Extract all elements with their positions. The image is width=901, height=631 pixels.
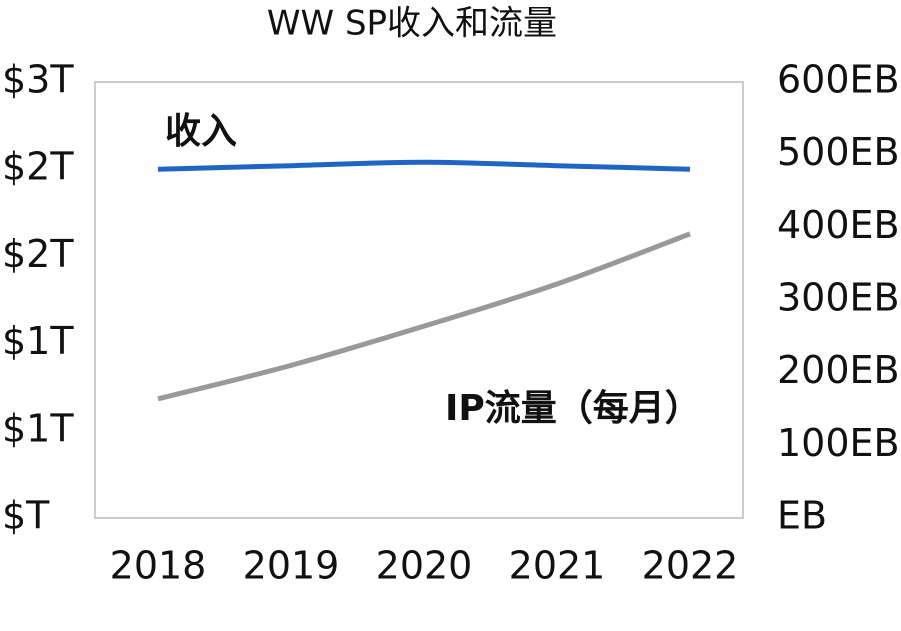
y-tick-label: $2T [2,232,74,276]
y2-tick-label: EB [777,494,827,538]
x-tick-label: 2022 [642,544,739,588]
x-tick-label: 2020 [376,544,473,588]
y-tick-label: $T [2,494,50,538]
y2-tick-label: 200EB [777,348,900,392]
x-tick-label: 2018 [110,544,207,588]
plot-area [94,81,744,519]
x-tick-label: 2019 [243,544,340,588]
x-tick-label: 2021 [509,544,606,588]
y2-tick-label: 100EB [777,421,900,465]
series-label: IP流量（每月） [445,388,701,429]
y2-tick-label: 400EB [777,203,900,247]
y-tick-label: $3T [2,58,74,102]
y2-tick-label: 300EB [777,276,900,320]
series-label: 收入 [165,111,237,152]
chart-title: WW SP收入和流量 [267,4,557,44]
y2-tick-label: 600EB [777,58,900,102]
y2-tick-label: 500EB [777,130,900,174]
y-tick-label: $1T [2,319,74,363]
y-tick-label: $1T [2,406,74,450]
series-line [157,231,691,402]
series-line [157,159,691,172]
y-tick-label: $2T [2,145,74,189]
